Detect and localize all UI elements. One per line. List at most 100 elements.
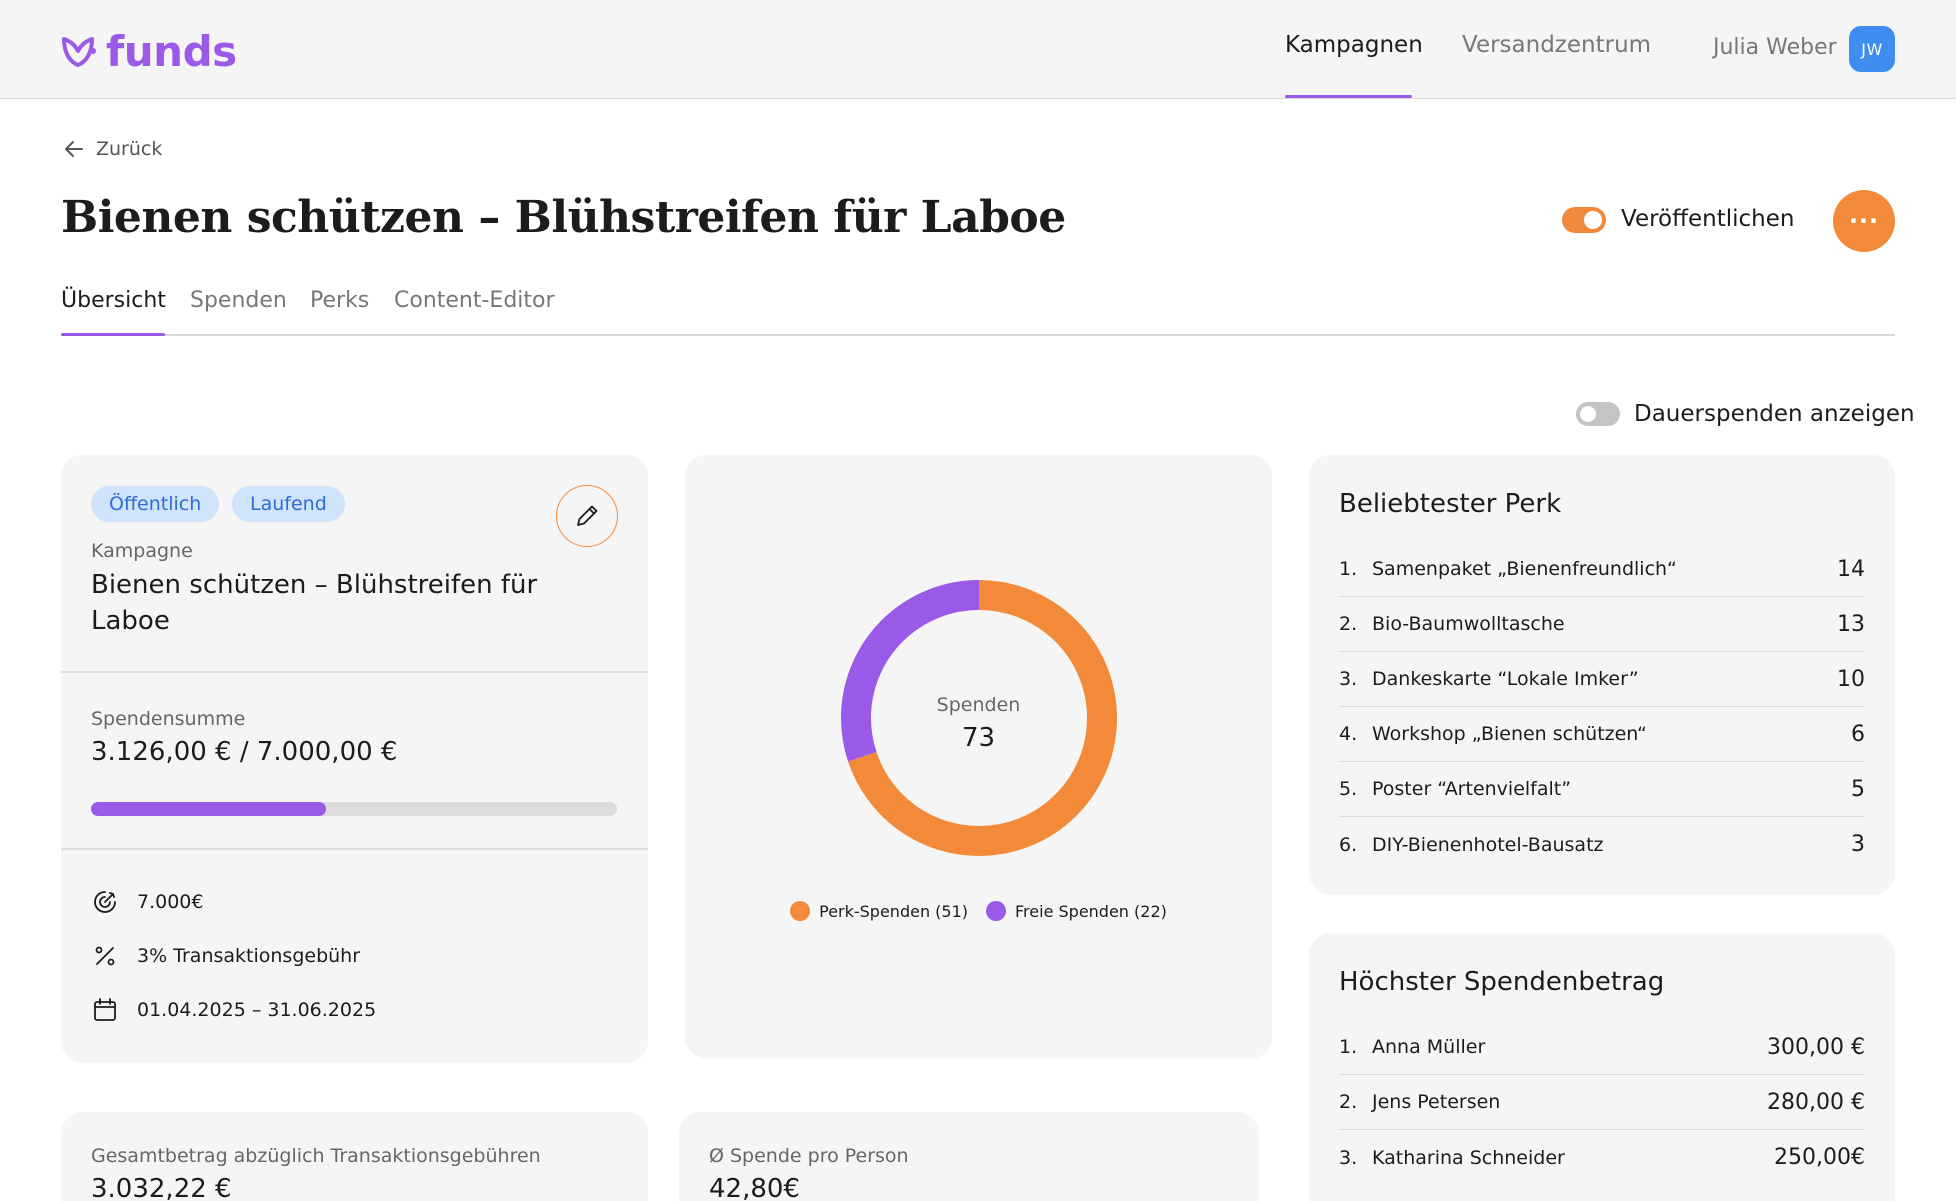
donut-center-value: 73 [961, 723, 996, 753]
funds-logo[interactable]: funds [60, 27, 237, 76]
list-name: Poster “Artenvielfalt” [1372, 778, 1572, 800]
list-item: 6. DIY-Bienenhotel-Bausatz 3 [1339, 817, 1865, 872]
average-donation-value: 42,80€ [709, 1174, 800, 1201]
list-rank: 4. [1339, 723, 1358, 745]
list-item: 1. Samenpaket „Bienenfreundlich“ 14 [1339, 542, 1865, 597]
list-name: Dankeskarte “Lokale Imker” [1372, 668, 1639, 690]
publish-toggle[interactable] [1562, 207, 1606, 233]
list-name: Anna Müller [1372, 1036, 1486, 1058]
top-donation-card: Höchster Spendenbetrag 1. Anna Müller 300,… [1309, 933, 1895, 1201]
list-name: Katharina Schneider [1372, 1146, 1565, 1169]
chart-legend: Perk-Spenden (51) Freie Spenden (22) [685, 901, 1272, 921]
tab-content-editor[interactable]: Content-Editor [394, 288, 555, 313]
donut-slice-freie-spenden [841, 580, 1117, 856]
campaign-name: Bienen schützen – Blühstreifen für Laboe [91, 570, 538, 636]
legend-dot-free [986, 901, 1007, 921]
list-value: 5 [1851, 776, 1865, 802]
status-badge-running: Laufend [232, 486, 345, 522]
goal-row: 7.000€ [91, 888, 203, 916]
campaign-card: Öffentlich Laufend Kampagne Bienen schüt… [61, 455, 648, 1063]
list-item: 1. Anna Müller 300,00 € [1339, 1020, 1865, 1075]
nav-kampagnen[interactable]: Kampagnen [1285, 32, 1423, 58]
leaf-logo-icon [62, 36, 96, 67]
percent-icon [95, 946, 115, 966]
list-item: 2. Bio-Baumwolltasche 13 [1339, 597, 1865, 652]
period-row: 01.04.2025 – 31.06.2025 [91, 996, 376, 1024]
nav-active-indicator [1285, 95, 1412, 98]
campaign-label: Kampagne [91, 540, 193, 562]
list-rank: 1. [1339, 558, 1358, 580]
list-item: 3. Dankeskarte “Lokale Imker” 10 [1339, 652, 1865, 707]
target-goal-icon [94, 891, 116, 913]
list-rank: 3. [1339, 1146, 1358, 1169]
legend-label-free: Freie Spenden (22) [1015, 901, 1167, 921]
tabs-divider [61, 334, 1895, 336]
list-name: DIY-Bienenhotel-Bausatz [1372, 833, 1604, 856]
recurring-donations-label: Dauerspenden anzeigen [1634, 401, 1915, 427]
avatar[interactable]: JW [1849, 26, 1895, 72]
recurring-donations-toggle[interactable] [1576, 402, 1620, 426]
card-divider [61, 671, 648, 673]
average-donation-label: Ø Spende pro Person [709, 1145, 909, 1167]
donation-progress-fill [91, 802, 326, 816]
donation-sum-value: 3.126,00 € / 7.000,00 € [91, 737, 398, 767]
net-amount-card: Gesamtbetrag abzüglich Transaktionsgebüh… [61, 1112, 648, 1201]
list-value: 300,00 € [1767, 1034, 1865, 1060]
list-item: 5. Poster “Artenvielfalt” 5 [1339, 762, 1865, 817]
card-divider [61, 848, 648, 850]
back-link[interactable]: Zurück [62, 137, 162, 161]
fee-row: 3% Transaktionsgebühr [91, 942, 360, 970]
list-value: 280,00 € [1767, 1089, 1865, 1115]
list-rank: 1. [1339, 1036, 1358, 1058]
fee-value: 3% Transaktionsgebühr [137, 945, 361, 967]
page-title: Bienen schützen – Blühstreifen für Laboe [61, 192, 1066, 243]
list-name: Jens Petersen [1372, 1091, 1501, 1113]
net-amount-label: Gesamtbetrag abzüglich Transaktionsgebüh… [91, 1145, 541, 1167]
tab-uebersicht[interactable]: Übersicht [61, 288, 166, 313]
list-name: Samenpaket „Bienenfreundlich“ [1372, 558, 1677, 580]
average-donation-card: Ø Spende pro Person 42,80€ [679, 1112, 1259, 1201]
list-rank: 2. [1339, 1091, 1358, 1113]
list-value: 13 [1837, 611, 1865, 637]
goal-value: 7.000€ [137, 891, 204, 913]
list-rank: 5. [1339, 778, 1358, 800]
donut-center-label: Spenden [936, 694, 1021, 716]
donations-donut-chart [841, 580, 1117, 856]
list-item: 2. Jens Petersen 280,00 € [1339, 1075, 1865, 1130]
list-item: 3. Katharina Schneider 250,00€ [1339, 1130, 1865, 1185]
donation-progress-bar [91, 802, 617, 816]
tab-active-indicator [61, 333, 165, 336]
popular-perk-card: Beliebtester Perk 1. Samenpaket „Bienenfr… [1309, 455, 1895, 895]
list-rank: 2. [1339, 613, 1358, 635]
list-name: Workshop „Bienen schützen“ [1372, 723, 1647, 745]
status-badge-public: Öffentlich [91, 486, 220, 522]
top-donation-list: 1. Anna Müller 300,00 € 2. Jens Petersen 280… [1339, 1020, 1865, 1185]
publish-label: Veröffentlichen [1621, 206, 1795, 232]
list-value: 250,00€ [1774, 1145, 1865, 1170]
donations-chart-card: Spenden 73 Perk-Spenden (51) Freie Spend… [685, 455, 1272, 1059]
list-name: Bio-Baumwolltasche [1372, 613, 1565, 635]
user-name[interactable]: Julia Weber [1713, 35, 1837, 60]
tab-perks[interactable]: Perks [310, 288, 370, 313]
list-rank: 6. [1339, 833, 1358, 856]
legend-item-free: Freie Spenden (22) [986, 901, 1167, 921]
more-options-button[interactable]: ··· [1833, 190, 1895, 252]
top-navigation-bar: funds Kampagnen Versandzentrum Julia Web… [0, 0, 1956, 99]
edit-campaign-button[interactable] [556, 485, 618, 547]
pencil-icon [577, 505, 598, 526]
net-amount-value: 3.032,22 € [91, 1174, 232, 1201]
legend-label-perk: Perk-Spenden (51) [819, 901, 969, 921]
perk-list: 1. Samenpaket „Bienenfreundlich“ 14 2. Bio-… [1339, 542, 1865, 872]
legend-item-perk: Perk-Spenden (51) [790, 901, 968, 921]
top-donation-title: Höchster Spendenbetrag [1339, 967, 1665, 997]
donation-sum-label: Spendensumme [91, 708, 246, 730]
tab-spenden[interactable]: Spenden [190, 288, 287, 313]
calendar-icon [94, 998, 116, 1021]
list-value: 14 [1837, 556, 1865, 582]
nav-versandzentrum[interactable]: Versandzentrum [1462, 32, 1652, 58]
legend-dot-perk [790, 901, 811, 921]
list-value: 6 [1851, 721, 1865, 747]
arrow-left-icon [65, 141, 83, 157]
list-value: 3 [1851, 832, 1865, 857]
list-value: 10 [1837, 666, 1865, 692]
